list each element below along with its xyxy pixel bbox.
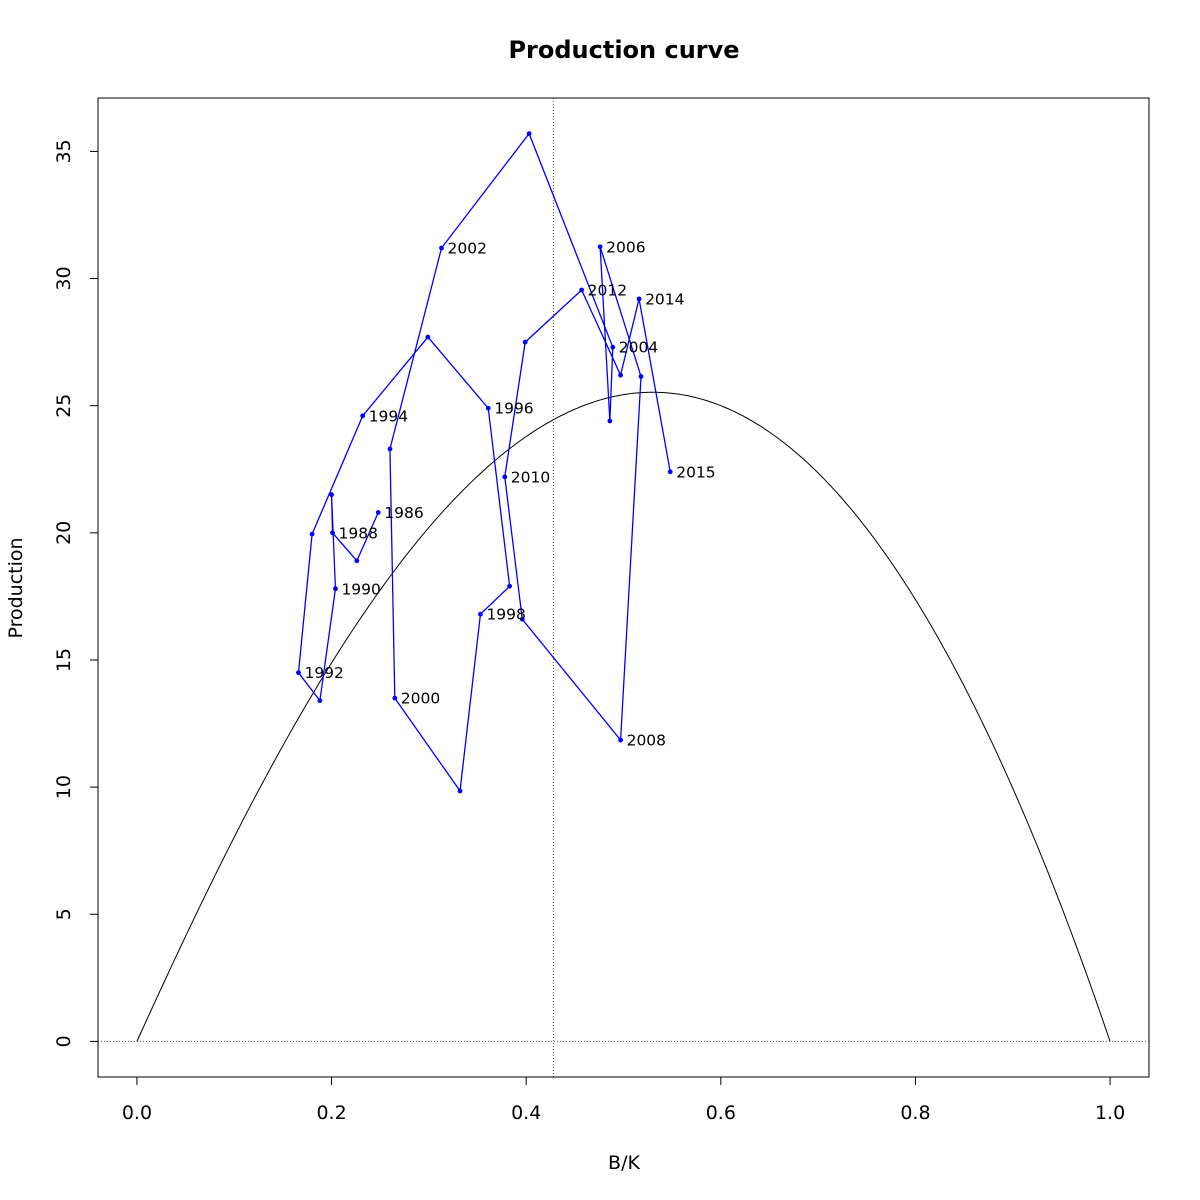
data-point-2005 — [607, 418, 613, 424]
x-axis: 0.0 0.2 0.4 0.6 0.8 1.0 — [122, 1076, 1125, 1124]
y-tick-label: 25 — [53, 394, 75, 418]
point-label-1992: 1992 — [304, 664, 343, 682]
data-point-1994 — [360, 413, 366, 419]
point-label-1986: 1986 — [384, 504, 423, 522]
data-point-1990 — [333, 586, 338, 592]
x-tick-label: 0.4 — [511, 1102, 541, 1124]
data-point-1998 — [478, 611, 483, 617]
trajectory-line — [297, 132, 671, 793]
x-tick-label: 0.2 — [316, 1102, 346, 1124]
data-point-2004 — [610, 344, 616, 350]
data-point-2015 — [667, 469, 673, 475]
point-label-2008: 2008 — [627, 732, 666, 750]
data-point-2003 — [526, 131, 532, 137]
data-point-1995 — [425, 334, 431, 340]
data-point-1999 — [457, 788, 463, 794]
data-point-1993 — [309, 531, 315, 537]
x-tick-label: 1.0 — [1095, 1102, 1125, 1124]
production-curve-line — [136, 391, 1111, 1042]
chart-title: Production curve — [508, 36, 739, 64]
data-point-1997 — [507, 583, 513, 589]
data-point-1987 — [354, 558, 360, 564]
y-tick-label: 20 — [53, 521, 75, 545]
x-axis-label: B/K — [608, 1152, 640, 1174]
data-point-2010 — [502, 474, 508, 480]
point-label-1988: 1988 — [339, 524, 378, 542]
data-point-1996 — [485, 405, 491, 411]
x-tick-label: 0.0 — [122, 1102, 152, 1124]
y-tick-label: 30 — [53, 266, 75, 290]
point-label-2010: 2010 — [511, 468, 550, 486]
data-point-2002 — [439, 245, 444, 251]
data-point-2006 — [597, 244, 603, 250]
y-tick-label: 10 — [53, 775, 75, 799]
y-tick-label: 15 — [53, 648, 75, 672]
data-point-1989 — [329, 492, 334, 498]
series-layer: 1986 1988 1990 1992 1994 1996 1998 2000 2002 2004… — [296, 131, 716, 794]
data-point-2013 — [618, 372, 623, 378]
point-label-2015: 2015 — [676, 463, 715, 481]
data-point-2008 — [618, 737, 623, 743]
data-point-2000 — [392, 695, 398, 701]
point-label-2000: 2000 — [401, 690, 440, 708]
reference-lines — [98, 98, 1149, 1077]
data-point-2012 — [579, 287, 585, 293]
point-label-2006: 2006 — [606, 238, 645, 256]
data-point-1992 — [296, 670, 301, 676]
y-tick-label: 0 — [53, 1035, 75, 1047]
data-point-1986 — [375, 510, 381, 515]
point-label-2002: 2002 — [448, 240, 487, 258]
data-point-2011 — [522, 339, 528, 345]
data-point-2001 — [387, 446, 393, 452]
point-label-1996: 1996 — [494, 400, 533, 418]
data-point-2009 — [519, 616, 525, 622]
point-label-1990: 1990 — [341, 580, 380, 598]
y-tick-label: 35 — [53, 139, 75, 163]
y-axis-label: Production — [5, 537, 27, 638]
point-label-2012: 2012 — [588, 281, 627, 299]
data-point-1988 — [330, 530, 335, 536]
y-tick-label: 5 — [53, 908, 75, 920]
data-point-2007 — [638, 374, 644, 379]
x-tick-label: 0.8 — [900, 1102, 930, 1124]
x-tick-label: 0.6 — [706, 1102, 736, 1124]
y-axis: 0 5 10 15 20 25 30 35 — [53, 139, 99, 1047]
point-label-2014: 2014 — [645, 290, 684, 308]
point-label-2004: 2004 — [619, 339, 658, 357]
production-curve — [136, 391, 1111, 1042]
data-point-1991 — [317, 698, 323, 704]
point-label-1994: 1994 — [369, 407, 408, 425]
point-label-1998: 1998 — [486, 606, 525, 624]
data-point-2014 — [636, 296, 642, 302]
